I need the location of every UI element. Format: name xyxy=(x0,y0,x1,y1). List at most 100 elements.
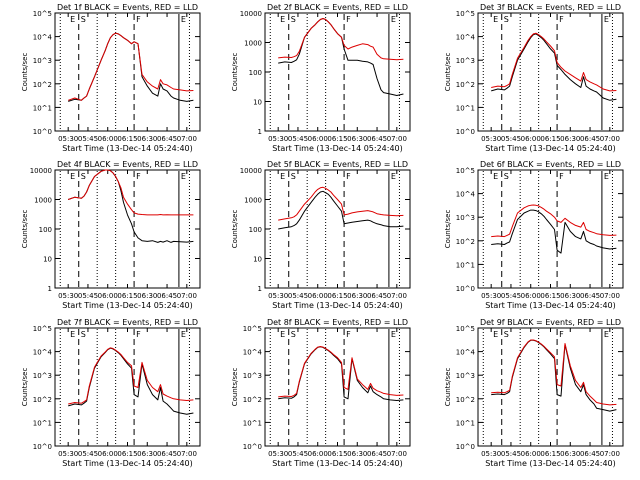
chart-title: Det 5f BLACK = Events, RED = LLD xyxy=(267,160,408,169)
marker-label: F xyxy=(346,172,351,181)
x-tick-label: 06:15 xyxy=(327,450,347,458)
x-tick-label: 06:45 xyxy=(367,292,387,300)
x-tick-label: 07:00 xyxy=(387,292,407,300)
chart-title: Det 4f BLACK = Events, RED = LLD xyxy=(57,160,198,169)
marker-label: E xyxy=(280,15,285,24)
y-tick-label: 1000 xyxy=(34,197,52,205)
y-tick-label: 10^2 xyxy=(456,238,475,246)
x-tick-label: 06:30 xyxy=(347,450,367,458)
x-tick-label: 06:45 xyxy=(580,292,600,300)
x-tick-label: 06:45 xyxy=(580,135,600,143)
chart-panel-8: Det 8f BLACK = Events, RED = LLD 10^0 10^1… xyxy=(231,318,411,468)
y-tick-label: 1 xyxy=(258,128,262,136)
chart-panel-1: Det 1f BLACK = Events, RED = LLD 10^0 10^1… xyxy=(21,3,201,153)
y-tick-label: 10^2 xyxy=(33,81,52,89)
y-tick-label: 10^1 xyxy=(33,419,52,427)
marker-label: E xyxy=(181,172,186,181)
x-tick-label: 05:45 xyxy=(78,450,98,458)
y-tick-label: 10^5 xyxy=(33,10,52,18)
plot-frame xyxy=(264,327,411,447)
x-tick-label: 06:45 xyxy=(580,450,600,458)
x-axis-label: Start Time (13-Dec-14 05:24:40) xyxy=(62,144,193,153)
y-tick-label: 10^5 xyxy=(456,325,475,333)
y-tick-label: 10000 xyxy=(240,10,262,18)
chart-title: Det 2f BLACK = Events, RED = LLD xyxy=(267,3,408,12)
y-tick-label: 10^4 xyxy=(456,34,476,42)
series-line-lld xyxy=(278,18,404,61)
y-tick-label: 1000 xyxy=(244,40,262,48)
x-tick-label: 06:00 xyxy=(521,135,541,143)
y-tick-label: 10^0 xyxy=(243,443,262,451)
y-axis-label: Counts/sec xyxy=(231,368,239,407)
chart-title: Det 3f BLACK = Events, RED = LLD xyxy=(480,3,621,12)
y-tick-label: 10^0 xyxy=(33,128,52,136)
marker-label: S xyxy=(504,15,509,24)
y-tick-label: 10^2 xyxy=(456,81,475,89)
x-tick-label: 06:00 xyxy=(98,450,118,458)
chart-panel-7: Det 7f BLACK = Events, RED = LLD 10^0 10^1… xyxy=(21,318,201,468)
x-tick-label: 06:15 xyxy=(117,292,137,300)
x-tick-label: 05:45 xyxy=(78,135,98,143)
y-tick-label: 10^1 xyxy=(456,104,475,112)
x-tick-label: 07:00 xyxy=(177,292,197,300)
x-tick-label: 06:30 xyxy=(347,135,367,143)
y-tick-label: 10 xyxy=(253,99,262,107)
x-tick-label: 07:00 xyxy=(387,135,407,143)
x-axis-label: Start Time (13-Dec-14 05:24:40) xyxy=(62,459,193,468)
y-tick-label: 10^3 xyxy=(243,372,262,380)
y-axis-label: Counts/sec xyxy=(231,53,239,92)
x-tick-label: 06:30 xyxy=(560,135,580,143)
x-tick-label: 06:45 xyxy=(367,135,387,143)
x-tick-label: 05:30 xyxy=(268,135,288,143)
y-tick-label: 10^1 xyxy=(456,261,475,269)
marker-label: E xyxy=(493,330,498,339)
x-tick-label: 05:30 xyxy=(58,135,78,143)
x-tick-label: 06:15 xyxy=(117,135,137,143)
chart-title: Det 8f BLACK = Events, RED = LLD xyxy=(267,318,408,327)
x-tick-label: 06:15 xyxy=(540,135,560,143)
x-tick-label: 05:30 xyxy=(268,292,288,300)
marker-label: S xyxy=(81,15,86,24)
series-line-lld xyxy=(278,186,404,221)
plot-frame xyxy=(477,12,624,132)
chart-title: Det 9f BLACK = Events, RED = LLD xyxy=(480,318,621,327)
x-axis-label: Start Time (13-Dec-14 05:24:40) xyxy=(272,144,403,153)
y-tick-label: 10^5 xyxy=(33,325,52,333)
marker-label: F xyxy=(346,330,351,339)
series-line-lld xyxy=(491,32,617,92)
series-line-events xyxy=(491,339,617,412)
x-tick-label: 06:15 xyxy=(117,450,137,458)
y-tick-label: 1000 xyxy=(244,197,262,205)
marker-label: F xyxy=(136,330,141,339)
y-axis-label: Counts/sec xyxy=(444,210,452,249)
series-line-events xyxy=(68,169,194,243)
y-tick-label: 10^0 xyxy=(456,443,475,451)
marker-label: E xyxy=(493,172,498,181)
marker-label: F xyxy=(559,172,564,181)
plot-frame xyxy=(54,12,201,132)
x-tick-label: 06:00 xyxy=(308,450,328,458)
chart-panel-3: Det 3f BLACK = Events, RED = LLD 10^0 10^1… xyxy=(444,3,624,153)
marker-label: E xyxy=(70,172,75,181)
marker-label: S xyxy=(81,172,86,181)
x-tick-label: 05:45 xyxy=(288,135,308,143)
chart-panel-5: Det 5f BLACK = Events, RED = LLD 1 10 100 10… xyxy=(231,160,411,310)
marker-label: E xyxy=(181,330,186,339)
x-tick-label: 05:30 xyxy=(58,450,78,458)
y-axis-label: Counts/sec xyxy=(21,53,29,92)
y-tick-label: 1 xyxy=(258,285,262,293)
series-line-lld xyxy=(278,346,404,398)
marker-label: S xyxy=(291,330,296,339)
x-tick-label: 06:30 xyxy=(137,450,157,458)
y-tick-label: 10^3 xyxy=(33,372,52,380)
x-tick-label: 07:00 xyxy=(600,450,620,458)
x-tick-label: 06:30 xyxy=(560,292,580,300)
series-line-events xyxy=(278,190,404,230)
series-line-lld xyxy=(68,169,194,216)
y-tick-label: 10000 xyxy=(240,167,262,175)
chart-panel-9: Det 9f BLACK = Events, RED = LLD 10^0 10^1… xyxy=(444,318,624,468)
x-tick-label: 07:00 xyxy=(600,135,620,143)
x-axis-label: Start Time (13-Dec-14 05:24:40) xyxy=(485,459,616,468)
x-tick-label: 07:00 xyxy=(177,450,197,458)
